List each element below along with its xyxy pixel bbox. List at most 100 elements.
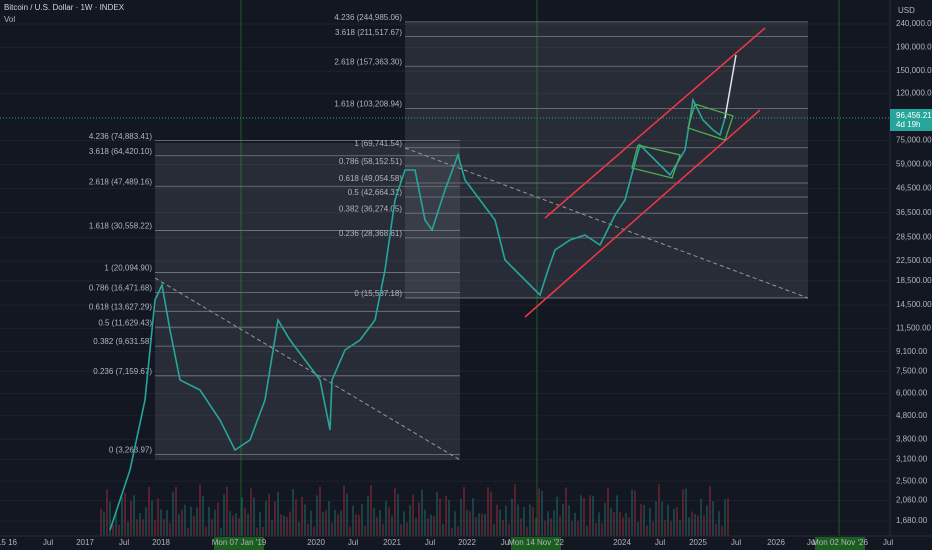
volume-bar	[355, 514, 357, 536]
volume-bar	[415, 518, 417, 536]
volume-bar	[271, 519, 273, 536]
volume-bar	[640, 504, 642, 536]
volume-bar	[172, 492, 174, 536]
volume-bar	[268, 493, 270, 536]
volume-bar	[547, 511, 549, 536]
time-axis: 15 16 Jul 2017 Jul 2018 Mon 07 Jan '19 2020 Jul…	[0, 537, 893, 550]
fib-label: 0.618 (49,054.58)	[339, 174, 402, 183]
time-label: 2022	[458, 538, 476, 547]
volume-bar	[505, 505, 507, 536]
volume-bar	[658, 484, 660, 536]
time-label: 2026	[767, 538, 785, 547]
volume-bar	[178, 514, 180, 536]
volume-bar	[340, 510, 342, 536]
volume-bar	[193, 515, 195, 536]
volume-bar	[604, 503, 606, 536]
volume-bar	[706, 505, 708, 536]
fib-label: 0.5 (11,629.43)	[98, 318, 152, 327]
trend-line	[154, 277, 461, 461]
volume-bar	[319, 486, 321, 536]
volume-bar	[139, 513, 141, 536]
volume-bar	[520, 518, 522, 536]
volume-bar	[619, 511, 621, 536]
volume-bar	[382, 523, 384, 536]
volume-bar	[646, 525, 648, 536]
volume-bar	[163, 519, 165, 536]
volume-bar	[364, 525, 366, 536]
volume-bar	[592, 495, 594, 536]
volume-bar	[103, 511, 105, 536]
price-tag-countdown: 4d 19h	[896, 120, 920, 129]
volume-bar	[682, 489, 684, 536]
time-label: Jul	[883, 538, 893, 547]
fib-label: 3.618 (64,420.10)	[89, 147, 152, 156]
fib-label: 3.618 (211,517.67)	[335, 28, 402, 37]
price-tick-label: 240,000.00	[896, 19, 932, 28]
fib-box-right	[405, 23, 808, 299]
time-label: 2024	[613, 538, 631, 547]
price-line	[109, 97, 726, 531]
volume-bar	[598, 512, 600, 536]
time-label: Jul	[807, 538, 817, 547]
volume-bar	[304, 504, 306, 536]
volume-bar	[442, 523, 444, 536]
volume-bar	[358, 514, 360, 536]
volume-bar	[301, 496, 303, 536]
price-tick-label: 6,000.00	[896, 389, 928, 398]
volume-bar	[337, 514, 339, 536]
fib-label: 0.236 (28,368.61)	[339, 229, 402, 238]
volume-bar	[244, 507, 246, 536]
fib-label: 1 (69,741.54)	[354, 139, 402, 148]
fib-label: 0.382 (9,631.58)	[93, 337, 152, 346]
price-ticks: 240,000.00 190,000.00 150,000.00 120,000.00…	[896, 19, 932, 525]
volume-bar	[541, 490, 543, 536]
volume-bar	[712, 501, 714, 536]
volume-bar	[289, 511, 291, 536]
volume-bar	[691, 511, 693, 536]
time-marker-box	[511, 537, 561, 550]
volume-bar	[151, 500, 153, 536]
volume-bar	[637, 522, 639, 536]
volume-bar	[106, 489, 108, 536]
volume-bar	[265, 500, 267, 536]
volume-bar	[565, 487, 567, 536]
volume-bar	[328, 501, 330, 536]
volume-bar	[610, 507, 612, 536]
volume-bar	[190, 506, 192, 536]
volume-bar	[406, 522, 408, 536]
volume-bar	[517, 504, 519, 536]
fib-label: 1 (20,094.90)	[104, 264, 152, 273]
volume-bar	[115, 512, 117, 536]
price-tick-label: 11,500.00	[896, 323, 932, 332]
fib-label: 1.618 (30,558.22)	[89, 222, 152, 231]
volume-bar	[652, 521, 654, 536]
volume-bar	[403, 511, 405, 536]
volume-bar	[439, 498, 441, 536]
volume-bar	[502, 520, 504, 536]
volume-bar	[349, 526, 351, 536]
volume-bar	[622, 517, 624, 536]
price-tick-label: 150,000.00	[896, 66, 932, 75]
volume-bar	[487, 487, 489, 536]
volume-bar	[229, 511, 231, 536]
volume-bar	[544, 520, 546, 536]
time-marker-box	[214, 537, 264, 550]
volume-bar	[202, 496, 204, 536]
indicator: Vol	[4, 15, 15, 24]
volume-bar	[112, 524, 114, 536]
fib-label: 0 (15,587.18)	[354, 289, 402, 298]
volume-bar	[469, 511, 471, 536]
currency: USD	[898, 6, 915, 15]
volume-bar	[436, 491, 438, 536]
volume-bar	[688, 517, 690, 536]
price-tick-label: 3,800.00	[896, 434, 928, 443]
projection	[724, 54, 737, 119]
time-label: Jul	[119, 538, 129, 547]
volume-bar	[532, 506, 534, 536]
volume-bar	[676, 507, 678, 536]
volume-bar	[370, 485, 372, 536]
price-tick-label: 22,500.00	[896, 256, 932, 265]
volume-bar	[445, 495, 447, 536]
volume-bar	[208, 506, 210, 536]
